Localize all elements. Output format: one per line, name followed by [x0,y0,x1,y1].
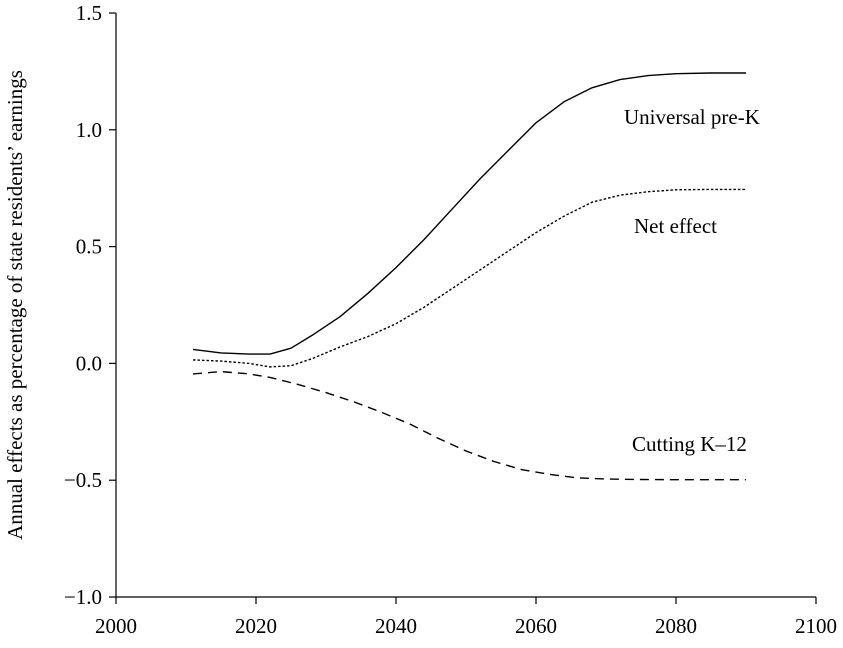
y-tick-label: 1.5 [76,1,102,25]
y-tick-label: −0.5 [64,468,102,492]
x-tick-label: 2100 [795,614,837,638]
series-line-dashed [192,370,746,481]
x-tick-label: 2040 [375,614,417,638]
x-tick-label: 2020 [235,614,277,638]
series-labels: Universal pre-K Net effect Cutting K–12 [624,105,760,456]
y-tick-label: 0.5 [76,235,102,259]
series-label-universal-pre-k: Universal pre-K [624,105,760,129]
series-label-cutting-k12: Cutting K–12 [632,432,747,456]
series-label-net-effect: Net effect [634,214,717,238]
series-line-solid [192,72,746,355]
axes [115,13,816,598]
x-tick-label: 2080 [655,614,697,638]
x-tick-label: 2060 [515,614,557,638]
y-tick-label: 0.0 [76,351,102,375]
x-tick-label: 2000 [95,614,137,638]
y-ticks: 1.5 1.0 0.5 0.0 −0.5 −1.0 [64,1,116,609]
series-lines [192,72,746,481]
x-ticks: 2000 2020 2040 2060 2080 2100 [95,597,837,638]
y-axis-title: Annual effects as percentage of state re… [3,70,27,540]
y-tick-label: −1.0 [64,585,102,609]
y-tick-label: 1.0 [76,118,102,142]
